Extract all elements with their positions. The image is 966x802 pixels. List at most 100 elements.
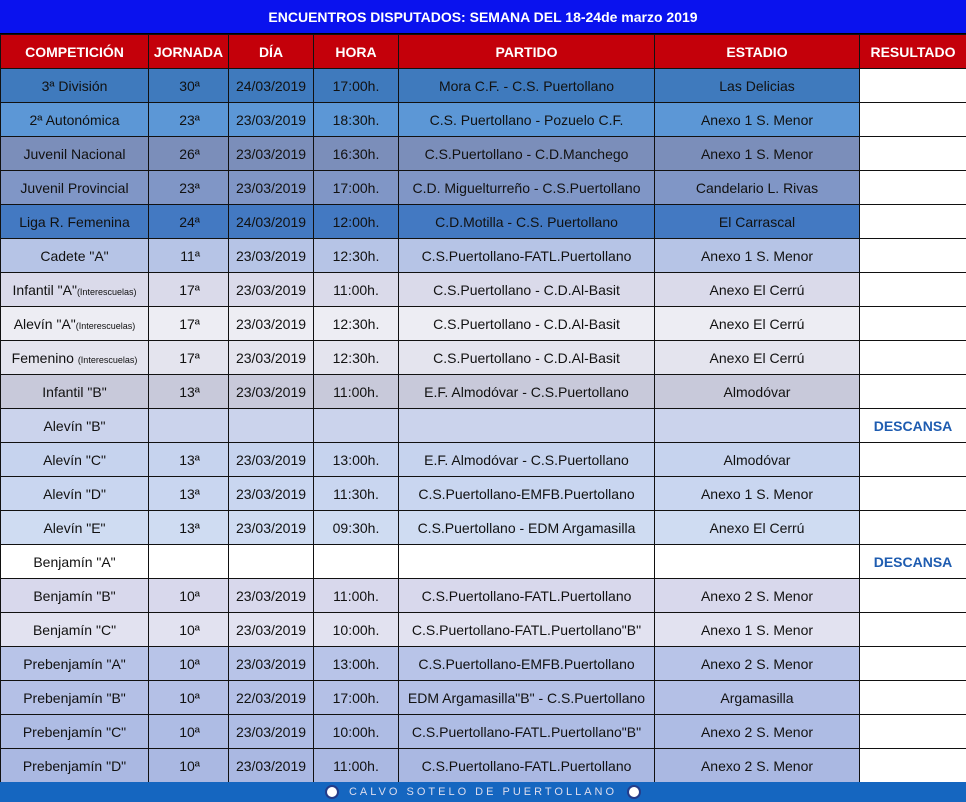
comp-text: Prebenjamín "A" — [23, 655, 126, 672]
dia-text: 23/03/2019 — [235, 723, 307, 740]
estadio-text: Almodóvar — [723, 383, 791, 400]
jornada-text: 10ª — [179, 723, 200, 740]
hora-text: 12:30h. — [332, 247, 380, 264]
partido-text: C.D. Miguelturreño - C.S.Puertollano — [412, 179, 641, 196]
cell-comp: Cadete "A" — [0, 238, 149, 273]
cell-jornada: 10ª — [148, 714, 229, 749]
cell-resultado — [859, 476, 966, 511]
estadio-text: Anexo 1 S. Menor — [700, 145, 814, 162]
jornada-text: 23ª — [179, 111, 200, 128]
cell-comp: Benjamín "C" — [0, 612, 149, 647]
comp-text: Prebenjamín "D" — [22, 757, 127, 774]
cell-estadio: Anexo 1 S. Menor — [654, 612, 860, 647]
comp-text: Alevín "B" — [43, 417, 106, 434]
estadio-text: Almodóvar — [723, 451, 791, 468]
column-header: COMPETICIÓN — [0, 34, 149, 69]
hora-text: 12:30h. — [332, 315, 380, 332]
dia-text: 23/03/2019 — [235, 281, 307, 298]
cell-comp: 2ª Autonómica — [0, 102, 149, 137]
cell-estadio: Anexo 1 S. Menor — [654, 136, 860, 171]
hora-text: 13:00h. — [332, 655, 380, 672]
table-row: Alevín "D" 13ª 23/03/2019 11:30h. C.S.Puerto… — [0, 476, 966, 511]
cell-estadio: Candelario L. Rivas — [654, 170, 860, 205]
cell-dia: 22/03/2019 — [228, 680, 314, 715]
hora-text: 17:00h. — [332, 77, 380, 94]
cell-resultado — [859, 238, 966, 273]
hora-text: 10:00h. — [332, 621, 380, 638]
comp-text: Prebenjamín "C" — [22, 723, 127, 740]
partido-text: EDM Argamasilla"B" - C.S.Puertollano — [407, 689, 646, 706]
dia-text: 23/03/2019 — [235, 655, 307, 672]
estadio-text: Anexo 2 S. Menor — [700, 757, 814, 774]
cell-resultado — [859, 272, 966, 307]
cell-partido: C.S.Puertollano-EMFB.Puertollano — [398, 476, 655, 511]
jornada-text: 26ª — [179, 145, 200, 162]
cell-resultado — [859, 102, 966, 137]
comp-text: Femenino — [11, 349, 78, 366]
partido-text: C.S.Puertollano - C.D.Manchego — [424, 145, 629, 162]
estadio-text: Candelario L. Rivas — [695, 179, 819, 196]
comp-text: Infantil "A" — [12, 281, 77, 298]
estadio-text: Anexo 2 S. Menor — [700, 723, 814, 740]
cell-hora: 12:30h. — [313, 306, 399, 341]
partido-text: C.S. Puertollano - Pozuelo C.F. — [429, 111, 624, 128]
cell-estadio: Anexo 1 S. Menor — [654, 238, 860, 273]
column-header: JORNADA — [148, 34, 229, 69]
cell-estadio — [654, 544, 860, 579]
cell-resultado — [859, 136, 966, 171]
cell-hora: 17:00h. — [313, 680, 399, 715]
cell-estadio: Argamasilla — [654, 680, 860, 715]
comp-text: Benjamín "B" — [33, 587, 116, 604]
dia-text: 23/03/2019 — [235, 485, 307, 502]
partido-text: C.S.Puertollano-FATL.Puertollano — [421, 587, 632, 604]
cell-partido: E.F. Almodóvar - C.S.Puertollano — [398, 374, 655, 409]
cell-partido: C.S.Puertollano-FATL.Puertollano — [398, 578, 655, 613]
cell-estadio: Anexo El Cerrú — [654, 340, 860, 375]
cell-hora: 13:00h. — [313, 442, 399, 477]
cell-hora: 11:00h. — [313, 748, 399, 783]
table-row: Alevín "C" 13ª 23/03/2019 13:00h. E.F. Almod… — [0, 442, 966, 477]
cell-comp: Benjamín "B" — [0, 578, 149, 613]
table-row: Prebenjamín "B" 10ª 22/03/2019 17:00h. EDM A… — [0, 680, 966, 715]
cell-estadio: Anexo El Cerrú — [654, 510, 860, 545]
cell-resultado — [859, 510, 966, 545]
cell-hora: 12:00h. — [313, 204, 399, 239]
cell-dia: 23/03/2019 — [228, 102, 314, 137]
cell-jornada: 23ª — [148, 170, 229, 205]
dia-text: 23/03/2019 — [235, 451, 307, 468]
comp-text: Juvenil Provincial — [20, 179, 129, 196]
cell-jornada: 23ª — [148, 102, 229, 137]
comp-subtitle: (Interescuelas) — [76, 286, 137, 297]
estadio-text: Anexo 2 S. Menor — [700, 587, 814, 604]
resultado-text: DESCANSA — [873, 553, 953, 570]
cell-jornada: 10ª — [148, 680, 229, 715]
hora-text: 11:00h. — [333, 383, 379, 400]
table-row: Juvenil Nacional 26ª 23/03/2019 16:30h. C.S.… — [0, 136, 966, 171]
estadio-text: Anexo El Cerrú — [709, 315, 805, 332]
dia-text: 24/03/2019 — [235, 213, 307, 230]
estadio-text: Anexo El Cerrú — [709, 519, 805, 536]
estadio-text: Argamasilla — [720, 689, 794, 706]
jornada-text: 24ª — [179, 213, 200, 230]
cell-hora: 11:00h. — [313, 374, 399, 409]
table-row: Infantil "A"(Interescuelas) 17ª 23/03/2019… — [0, 272, 966, 307]
estadio-text: Anexo 1 S. Menor — [700, 485, 814, 502]
cell-jornada — [148, 408, 229, 443]
cell-hora: 11:00h. — [313, 578, 399, 613]
estadio-text: El Carrascal — [718, 213, 796, 230]
hora-text: 16:30h. — [332, 145, 380, 162]
jornada-text: 13ª — [179, 519, 200, 536]
column-header: DÍA — [228, 34, 314, 69]
column-header: HORA — [313, 34, 399, 69]
cell-hora: 16:30h. — [313, 136, 399, 171]
dia-text: 23/03/2019 — [235, 519, 307, 536]
partido-text: Mora C.F. - C.S. Puertollano — [438, 77, 615, 94]
cell-comp: Prebenjamín "D" — [0, 748, 149, 783]
cell-hora — [313, 544, 399, 579]
cell-partido: C.S.Puertollano-FATL.Puertollano"B" — [398, 714, 655, 749]
hora-text: 12:00h. — [332, 213, 380, 230]
jornada-text: 17ª — [179, 281, 200, 298]
comp-text: Juvenil Nacional — [23, 145, 126, 162]
hora-text: 18:30h. — [332, 111, 380, 128]
partido-text: C.S.Puertollano - C.D.Al-Basit — [433, 315, 620, 332]
